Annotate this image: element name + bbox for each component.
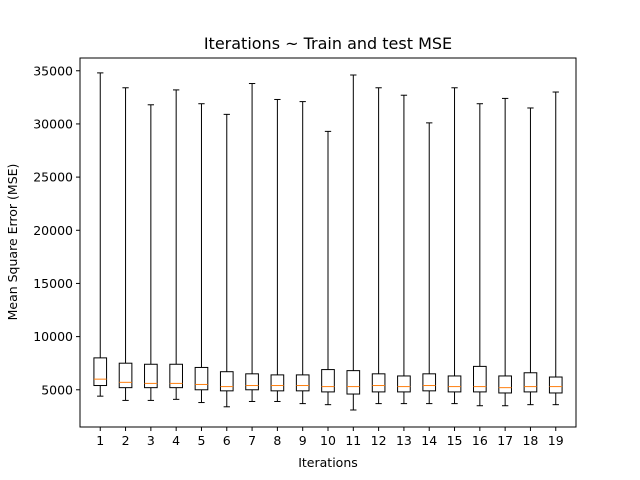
- box-1: [93, 72, 108, 397]
- box-body: [397, 375, 411, 393]
- x-tick-label: 9: [299, 433, 307, 448]
- plot-area: [93, 72, 563, 411]
- x-tick-label: 7: [248, 433, 256, 448]
- box-12: [371, 87, 386, 405]
- y-axis: 5000 10000 15000 20000 25000 30000 35000: [33, 63, 80, 397]
- x-tick-label: 11: [345, 433, 361, 448]
- x-tick-label: 16: [472, 433, 488, 448]
- box-11: [346, 74, 361, 411]
- box-body: [548, 376, 563, 394]
- box-14: [422, 122, 437, 405]
- x-tick-label: 17: [497, 433, 513, 448]
- box-7: [245, 83, 259, 402]
- y-tick-label: 5000: [41, 382, 73, 397]
- y-tick-label: 20000: [33, 223, 73, 238]
- x-tick-label: 10: [320, 433, 336, 448]
- box-body: [219, 371, 234, 392]
- x-tick-label: 6: [223, 433, 231, 448]
- y-tick-label: 25000: [33, 170, 73, 185]
- box-body: [498, 375, 512, 394]
- box-body: [473, 365, 487, 393]
- x-tick-label: 8: [273, 433, 281, 448]
- box-body: [371, 373, 386, 393]
- box-5: [194, 103, 209, 404]
- box-body: [270, 374, 285, 392]
- box-body: [118, 362, 133, 389]
- chart-title: Iterations ~ Train and test MSE: [204, 34, 452, 53]
- y-tick-label: 15000: [33, 276, 73, 291]
- box-body: [144, 363, 158, 389]
- box-6: [219, 113, 234, 408]
- box-body: [447, 375, 462, 393]
- box-10: [321, 130, 335, 406]
- y-axis-label: Mean Square Error (MSE): [5, 164, 20, 321]
- x-tick-label: 19: [548, 433, 564, 448]
- x-tick-label: 14: [421, 433, 437, 448]
- box-19: [548, 91, 563, 406]
- x-tick-label: 12: [371, 433, 387, 448]
- box-4: [169, 89, 183, 400]
- box-body: [523, 372, 538, 393]
- x-axis-label: Iterations: [298, 455, 358, 470]
- box-15: [447, 87, 462, 405]
- box-body: [245, 373, 259, 391]
- x-tick-label: 5: [197, 433, 205, 448]
- x-tick-label: 4: [172, 433, 180, 448]
- box-16: [473, 103, 487, 407]
- y-tick-label: 35000: [33, 63, 73, 78]
- x-tick-label: 13: [396, 433, 412, 448]
- box-13: [397, 94, 411, 405]
- y-tick-label: 30000: [33, 116, 73, 131]
- box-17: [498, 97, 512, 407]
- box-8: [270, 98, 285, 402]
- x-tick-label: 3: [147, 433, 155, 448]
- box-body: [93, 357, 108, 387]
- x-tick-label: 18: [522, 433, 538, 448]
- box-body: [321, 369, 335, 393]
- x-axis: 1 2 3 4 5 6 7 8 9 10 11 12 13 14 15 16 17 18 19: [96, 427, 564, 448]
- x-tick-label: 15: [447, 433, 463, 448]
- x-tick-label: 1: [96, 433, 104, 448]
- box-9: [295, 101, 310, 405]
- y-tick-label: 10000: [33, 329, 73, 344]
- box-body: [346, 370, 361, 395]
- box-2: [118, 87, 133, 401]
- box-body: [194, 366, 209, 391]
- box-body: [422, 373, 437, 392]
- box-3: [144, 104, 158, 401]
- box-18: [523, 107, 538, 406]
- box-body: [295, 374, 310, 392]
- box-body: [169, 363, 183, 389]
- x-tick-label: 2: [122, 433, 130, 448]
